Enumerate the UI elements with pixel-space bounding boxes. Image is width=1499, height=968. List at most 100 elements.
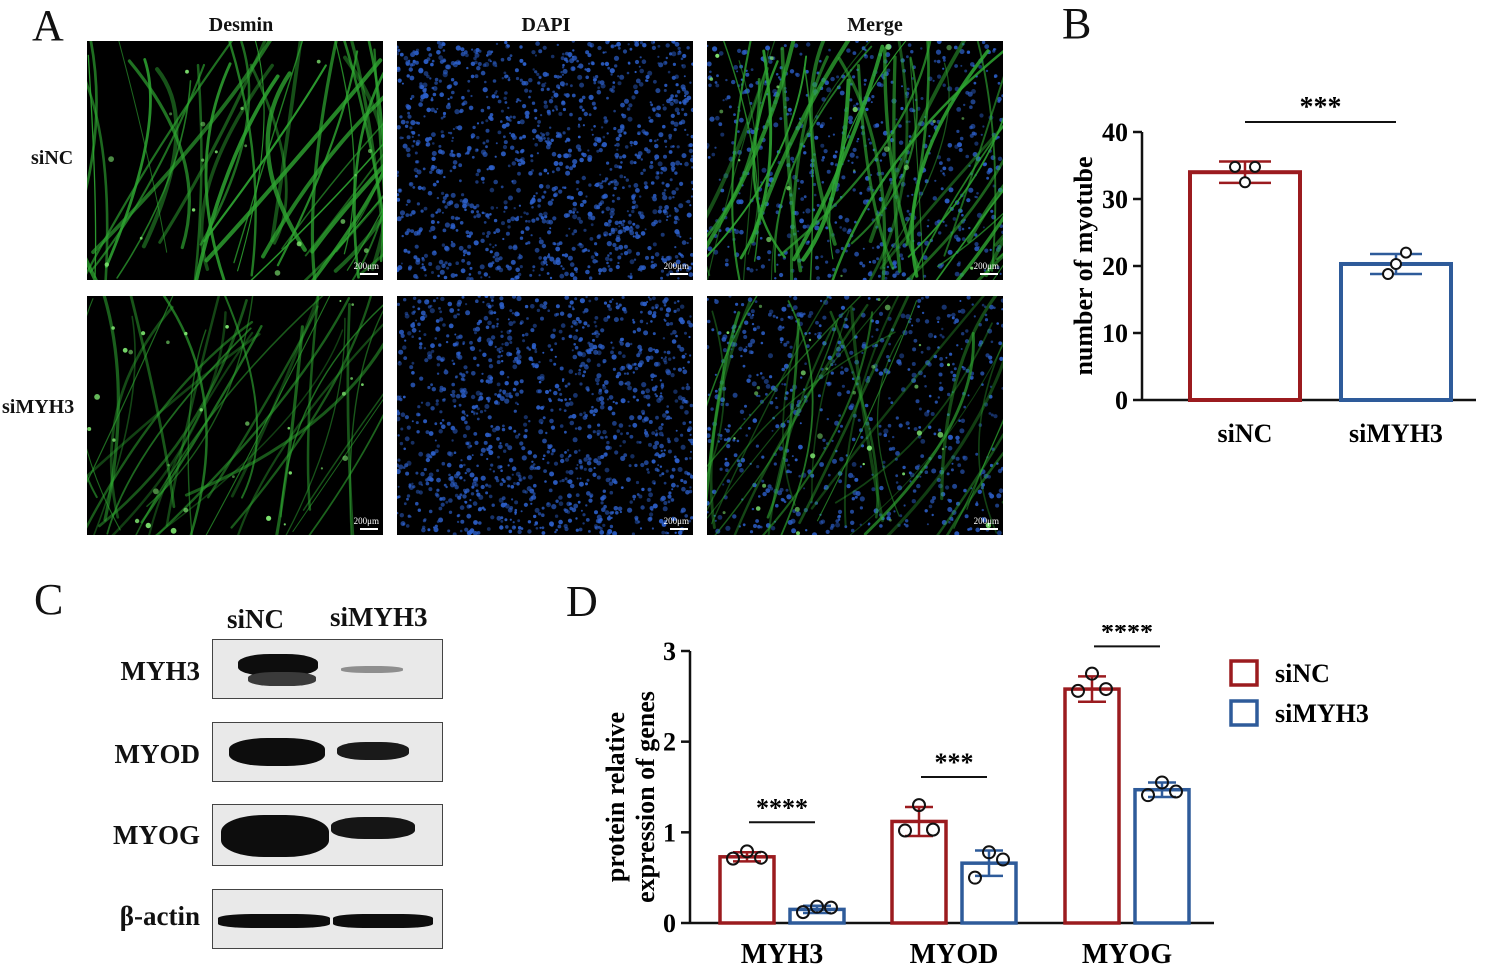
- nucleus-dot: [436, 372, 440, 375]
- nucleus-dot: [688, 420, 692, 424]
- nucleus-dot: [614, 246, 619, 251]
- nucleus-dot: [791, 528, 797, 534]
- nucleus-dot: [837, 391, 842, 397]
- nucleus-dot: [637, 132, 641, 135]
- nucleus-dot: [582, 326, 585, 329]
- nucleus-dot: [676, 232, 681, 237]
- nucleus-dot: [411, 327, 417, 333]
- nucleus-dot: [711, 328, 715, 332]
- nucleus-dot: [894, 457, 898, 461]
- nucleus-dot: [440, 296, 445, 302]
- nucleus-dot: [434, 337, 437, 340]
- band-myog-sinc: [221, 815, 329, 857]
- nucleus-dot: [470, 133, 476, 138]
- bright-spot: [722, 511, 726, 515]
- nucleus-dot: [504, 518, 508, 522]
- bright-spot: [128, 349, 133, 355]
- nucleus-dot: [911, 499, 916, 504]
- myotube-fiber: [829, 310, 879, 519]
- nucleus-dot: [458, 403, 462, 407]
- nucleus-dot: [486, 337, 492, 343]
- nucleus-dot: [436, 469, 440, 473]
- nucleus-dot: [478, 336, 482, 340]
- nucleus-dot: [479, 410, 484, 414]
- myotube-fiber: [707, 78, 761, 239]
- myotube-fiber: [270, 41, 303, 243]
- nucleus-dot: [921, 296, 924, 300]
- data-point: [1141, 788, 1155, 803]
- y-tick-label: 10: [1102, 319, 1128, 348]
- nucleus-dot: [644, 228, 647, 231]
- nucleus-dot: [634, 89, 639, 95]
- nucleus-dot: [945, 485, 950, 490]
- nucleus-dot: [594, 510, 598, 515]
- nucleus-dot: [659, 497, 665, 502]
- nucleus-dot: [505, 122, 510, 127]
- nucleus-dot: [659, 394, 663, 398]
- nucleus-dot: [996, 530, 1002, 535]
- nucleus-dot: [921, 311, 925, 315]
- nucleus-dot: [647, 487, 652, 492]
- nucleus-dot: [683, 101, 687, 106]
- nucleus-dot: [417, 185, 422, 190]
- nucleus-dot: [454, 203, 460, 209]
- nucleus-dot: [926, 346, 931, 351]
- nucleus-dot: [613, 186, 617, 190]
- bright-spot: [169, 112, 173, 116]
- nucleus-dot: [1001, 94, 1003, 98]
- nucleus-dot: [565, 137, 570, 142]
- nucleus-dot: [654, 385, 658, 389]
- nucleus-dot: [408, 485, 412, 488]
- nucleus-dot: [565, 82, 569, 86]
- nucleus-dot: [528, 89, 532, 93]
- nucleus-dot: [648, 420, 653, 424]
- nucleus-dot: [655, 112, 660, 118]
- nucleus-dot: [409, 97, 413, 100]
- nucleus-dot: [520, 230, 525, 234]
- nucleus-dot: [688, 148, 693, 154]
- nucleus-dot: [430, 62, 434, 67]
- nucleus-dot: [999, 356, 1003, 361]
- nucleus-dot: [452, 127, 455, 131]
- nucleus-dot: [467, 148, 471, 153]
- nucleus-dot: [871, 246, 875, 250]
- nucleus-dot: [930, 412, 935, 416]
- nucleus-dot: [410, 52, 416, 58]
- bright-spot: [363, 248, 369, 254]
- myotube-fiber: [87, 41, 234, 275]
- nucleus-dot: [832, 133, 835, 136]
- nucleus-dot: [581, 249, 585, 253]
- nucleus-dot: [933, 335, 937, 339]
- nucleus-dot: [665, 368, 671, 374]
- myotube-fiber: [905, 158, 1003, 280]
- nucleus-dot: [812, 182, 817, 187]
- nucleus-dot: [449, 308, 455, 313]
- nucleus-dot: [506, 376, 510, 379]
- nucleus-dot: [594, 296, 599, 301]
- nucleus-dot: [941, 304, 947, 310]
- nucleus-dot: [591, 101, 596, 106]
- nucleus-dot: [415, 421, 419, 425]
- nucleus-dot: [860, 444, 865, 448]
- nucleus-dot: [572, 354, 578, 360]
- micrograph-desmin-sinc: 200μm: [87, 41, 383, 280]
- nucleus-dot: [520, 510, 523, 513]
- nucleus-dot: [484, 409, 487, 412]
- nucleus-dot: [509, 115, 513, 119]
- nucleus-dot: [647, 296, 650, 299]
- nucleus-dot: [447, 131, 451, 134]
- nucleus-dot: [467, 244, 472, 249]
- nucleus-dot: [615, 511, 619, 515]
- nucleus-dot: [837, 515, 841, 519]
- nucleus-dot: [399, 441, 404, 446]
- nucleus-dot: [658, 219, 662, 223]
- nucleus-dot: [962, 455, 966, 459]
- nucleus-dot: [495, 65, 498, 68]
- nucleus-dot: [754, 300, 758, 303]
- nucleus-dot: [571, 306, 574, 309]
- nucleus-dot: [436, 196, 440, 200]
- nucleus-dot: [647, 310, 653, 315]
- nucleus-dot: [464, 395, 467, 398]
- nucleus-dot: [911, 378, 916, 383]
